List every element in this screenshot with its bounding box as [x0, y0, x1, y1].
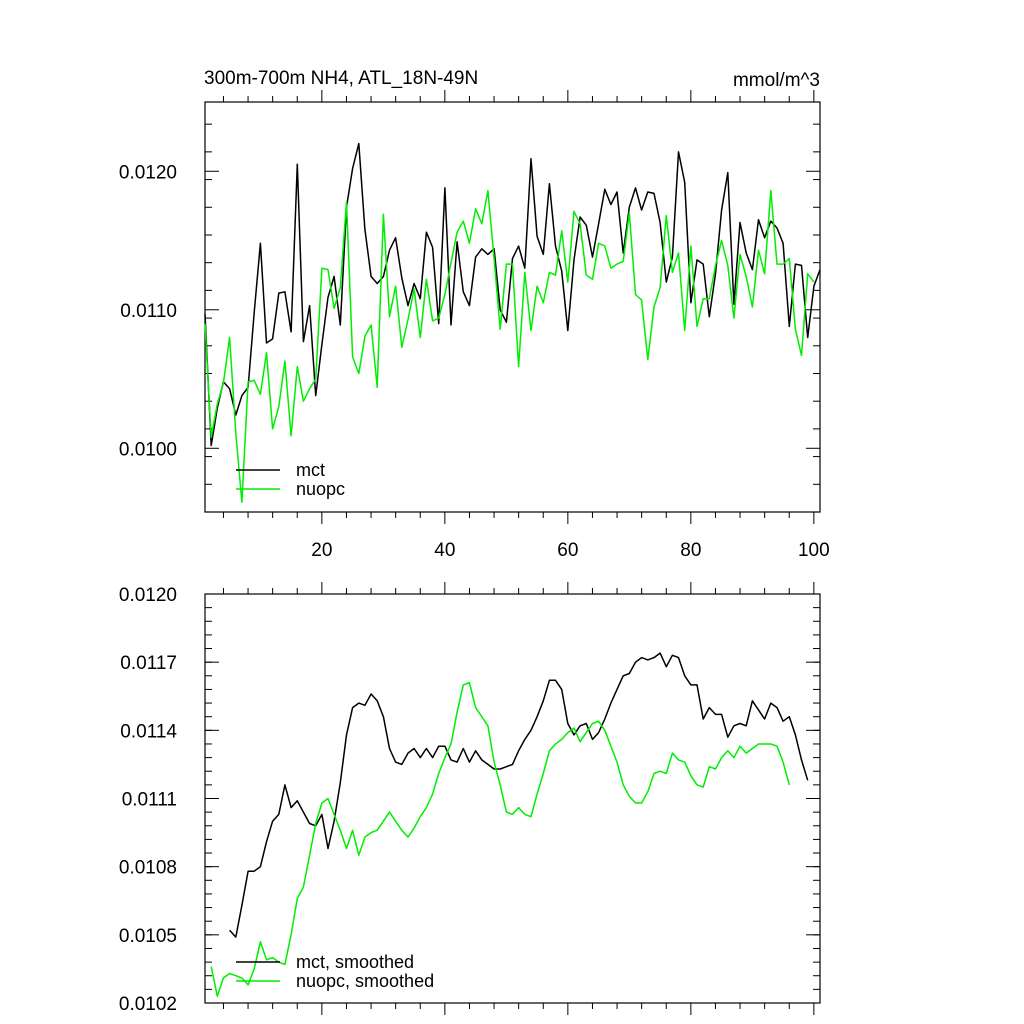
y-tick-label: 0.0110	[120, 301, 177, 322]
units-label: mmol/m^3	[733, 70, 820, 91]
bottom-legend: mct, smoothed nuopc, smoothed	[236, 952, 434, 991]
bottom-panel: 0.0102 0.0105 0.0108 0.0111 0.0114 0.0117 0.01…	[119, 582, 821, 1015]
y-tick-label: 0.0100	[119, 439, 177, 460]
chart-title: 300m-700m NH4, ATL_18N-49N	[204, 68, 478, 89]
y-tick-label: 0.0108	[119, 858, 177, 879]
series-line-mct-smoothed	[229, 652, 809, 938]
y-tick-label: 0.0102	[119, 994, 177, 1015]
y-tick-label: 0.0105	[119, 926, 177, 947]
y-tick-label: 0.0117	[120, 653, 177, 674]
legend-label-nuopc-smoothed: nuopc, smoothed	[296, 971, 434, 991]
top-panel: 300m-700m NH4, ATL_18N-49N mmol/m^3 20 40…	[119, 68, 830, 561]
bottom-axes: 0.0102 0.0105 0.0108 0.0111 0.0114 0.0117 0.01…	[119, 582, 821, 1015]
top-legend: mct nuopc	[236, 460, 345, 499]
plot-frame	[204, 593, 821, 1004]
y-tick-label: 0.0114	[120, 721, 177, 742]
x-tick-label: 20	[311, 540, 332, 561]
x-tick-label: 100	[798, 540, 830, 561]
y-tick-label: 0.0111	[122, 790, 177, 811]
series-line-nuopc	[204, 189, 815, 504]
top-axes: 20 40 60 80 100 0.0100 0.0110 0.0120	[119, 90, 830, 561]
y-tick-label: 0.0120	[119, 585, 177, 606]
x-tick-label: 40	[434, 540, 455, 561]
x-tick-label: 60	[557, 540, 578, 561]
series-line-nuopc-smoothed	[210, 681, 791, 997]
y-tick-label: 0.0120	[119, 162, 177, 183]
series-line-mct	[204, 142, 821, 447]
legend-label-mct-smoothed: mct, smoothed	[296, 952, 414, 972]
legend-label-nuopc: nuopc	[296, 479, 345, 499]
x-tick-label: 80	[680, 540, 701, 561]
legend-label-mct: mct	[296, 460, 325, 480]
top-series-lines	[204, 142, 821, 504]
plot-frame	[204, 101, 821, 513]
bottom-series-lines	[210, 652, 809, 997]
